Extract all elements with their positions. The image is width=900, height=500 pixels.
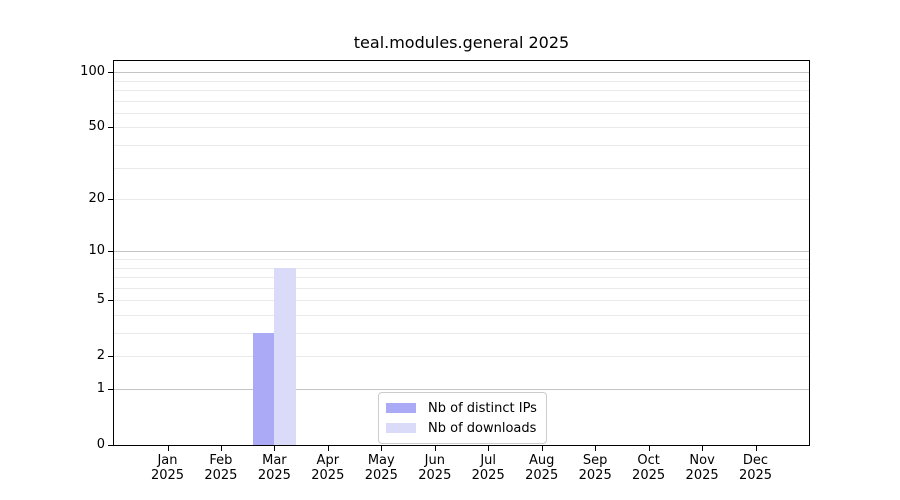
y-tick-mark-50	[108, 127, 113, 129]
x-tick-label-jan: Jan 2025	[150, 453, 185, 483]
x-tick-label-oct: Oct 2025	[632, 453, 666, 483]
gridline-7	[114, 277, 809, 278]
x-tick-label-feb: Feb 2025	[204, 453, 238, 483]
legend: Nb of distinct IPs Nb of downloads	[378, 392, 547, 444]
y-tick-label-10: 10	[88, 243, 105, 259]
x-tick-label-may: May 2025	[364, 453, 398, 483]
gridline-40	[114, 145, 809, 146]
gridline-20	[114, 199, 809, 201]
x-tick-label-sep: Sep 2025	[578, 453, 612, 483]
gridline-6	[114, 287, 809, 289]
gridline-8	[114, 267, 809, 269]
y-tick-label-2: 2	[96, 348, 105, 364]
y-tick-mark-20	[108, 199, 113, 201]
x-tick-mark-jan	[167, 446, 169, 451]
x-tick-label-nov: Nov 2025	[685, 453, 719, 483]
chart-title: teal.modules.general 2025	[353, 33, 570, 52]
x-tick-mark-oct	[648, 446, 650, 451]
x-tick-mark-aug	[541, 446, 543, 451]
legend-swatch-downloads	[386, 423, 416, 433]
gridline-80	[114, 90, 809, 91]
legend-label-downloads: Nb of downloads	[428, 420, 537, 436]
plot-area: Nb of distinct IPs Nb of downloads	[113, 60, 810, 446]
x-tick-label-aug: Aug 2025	[525, 453, 559, 483]
x-tick-mark-jun	[434, 446, 436, 451]
legend-item-distinct-ips: Nb of distinct IPs	[386, 398, 537, 418]
gridline-30	[114, 167, 809, 169]
x-tick-mark-sep	[595, 446, 597, 451]
legend-swatch-distinct-ips	[386, 403, 416, 413]
x-tick-label-jul: Jul 2025	[471, 453, 505, 483]
gridline-9	[114, 259, 809, 260]
y-tick-mark-5	[108, 300, 113, 302]
gridline-60	[114, 112, 809, 114]
gridline-2	[114, 356, 809, 358]
gridline-50	[114, 127, 809, 129]
gridline-3	[114, 333, 809, 334]
gridline-100	[114, 72, 809, 74]
x-tick-label-jun: Jun 2025	[418, 453, 452, 483]
gridline-70	[114, 100, 809, 102]
x-tick-mark-mar	[274, 446, 276, 451]
y-tick-label-100: 100	[80, 64, 105, 80]
y-tick-mark-2	[108, 356, 113, 358]
x-tick-mark-dec	[755, 446, 757, 451]
y-tick-label-5: 5	[96, 292, 105, 308]
x-tick-mark-may	[381, 446, 383, 451]
x-tick-label-mar: Mar 2025	[257, 453, 291, 483]
x-tick-label-apr: Apr 2025	[311, 453, 345, 483]
y-tick-label-1: 1	[96, 381, 105, 396]
x-tick-mark-apr	[327, 446, 329, 451]
y-tick-label-0: 0	[96, 437, 105, 452]
x-tick-mark-feb	[220, 446, 222, 451]
y-tick-label-50: 50	[88, 119, 105, 135]
y-tick-mark-100	[108, 72, 113, 74]
y-tick-mark-0	[108, 445, 113, 446]
gridline-4	[114, 315, 809, 316]
legend-item-downloads: Nb of downloads	[386, 418, 537, 438]
gridline-90	[114, 80, 809, 82]
x-tick-mark-jul	[488, 446, 490, 451]
bar-nb-of-distinct-ips-mar	[253, 333, 275, 445]
x-tick-label-dec: Dec 2025	[738, 453, 773, 483]
y-tick-label-20: 20	[88, 191, 105, 207]
y-tick-mark-1	[108, 389, 113, 390]
legend-label-distinct-ips: Nb of distinct IPs	[428, 400, 537, 416]
bar-nb-of-downloads-mar	[274, 267, 296, 445]
x-tick-mark-nov	[702, 446, 704, 451]
gridline-10	[114, 251, 809, 253]
gridline-5	[114, 300, 809, 302]
y-tick-mark-10	[108, 251, 113, 253]
gridline-1	[114, 389, 809, 390]
